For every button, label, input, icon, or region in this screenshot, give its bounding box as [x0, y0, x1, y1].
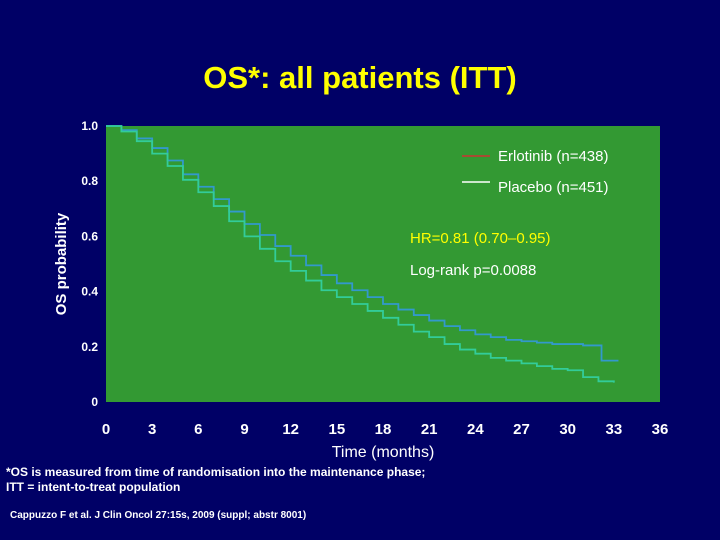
footnote-line-2: ITT = intent-to-treat population: [6, 480, 181, 494]
series-line-placebo: [106, 125, 615, 383]
series-line-erlotinib: [106, 125, 619, 362]
x-tick-label: 27: [513, 421, 530, 438]
x-tick-label: 0: [102, 421, 110, 438]
x-axis-title: Time (months): [332, 444, 435, 461]
y-axis-ticks: 0 0.2 0.4 0.6 0.8 1.0: [81, 119, 98, 409]
x-tick-label: 12: [282, 421, 299, 438]
footnote: *OS is measured from time of randomisati…: [6, 465, 425, 495]
x-tick-label: 33: [605, 421, 622, 438]
x-tick-label: 3: [148, 421, 156, 438]
footnote-line-1: *OS is measured from time of randomisati…: [6, 465, 426, 479]
legend: Erlotinib (n=438) Placebo (n=451): [462, 148, 609, 196]
x-axis-ticks: 0 3 6 9 12 15 18 21 24 27 30 33 36: [102, 421, 669, 438]
legend-label-placebo: Placebo (n=451): [498, 179, 609, 196]
y-tick-label: 0.2: [81, 340, 98, 354]
y-axis-title: OS probability: [53, 212, 70, 315]
x-tick-label: 36: [652, 421, 669, 438]
y-tick-label: 0.4: [81, 285, 98, 299]
x-tick-label: 18: [375, 421, 392, 438]
legend-label-erlotinib: Erlotinib (n=438): [498, 148, 608, 165]
x-tick-label: 6: [194, 421, 202, 438]
y-tick-label: 1.0: [81, 119, 98, 133]
slide-title: OS*: all patients (ITT): [203, 60, 517, 95]
y-tick-label: 0: [91, 395, 98, 409]
y-tick-label: 0.8: [81, 174, 98, 188]
x-tick-label: 24: [467, 421, 484, 438]
x-tick-label: 30: [559, 421, 576, 438]
x-tick-label: 21: [421, 421, 438, 438]
plot-area: [106, 126, 660, 402]
x-tick-label: 15: [328, 421, 345, 438]
x-tick-label: 9: [240, 421, 248, 438]
series-lines: [106, 125, 619, 383]
logrank-annotation: Log-rank p=0.0088: [410, 262, 536, 279]
citation: Cappuzzo F et al. J Clin Oncol 27:15s, 2…: [10, 510, 307, 521]
y-tick-label: 0.6: [81, 229, 98, 243]
hazard-ratio-annotation: HR=0.81 (0.70–0.95): [410, 230, 551, 247]
